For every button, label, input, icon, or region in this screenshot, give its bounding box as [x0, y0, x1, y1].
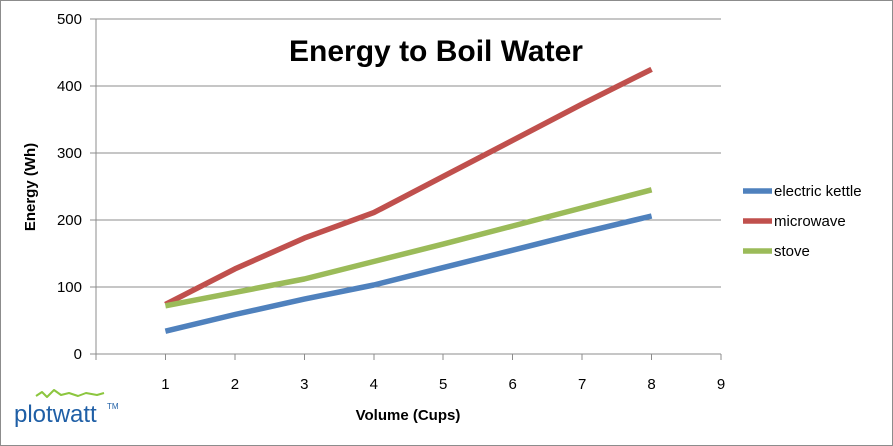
series-line-stove: [164, 187, 653, 309]
y-tick-label: 200: [57, 212, 82, 229]
x-tick-label: 2: [231, 376, 239, 393]
x-tick-label: 6: [508, 376, 516, 393]
y-tick-label: 300: [57, 145, 82, 162]
series-line-microwave: [164, 66, 653, 307]
x-axis-title: Volume (Cups): [356, 407, 461, 424]
logo-sparkline-icon: [35, 389, 105, 398]
chart-title: Energy to Boil Water: [289, 35, 583, 68]
axes: 0 100 200 300 400 500 1 2 3 4 5 6 7 8 9: [57, 11, 725, 393]
x-tick-label: 5: [439, 376, 447, 393]
series-lines: [164, 66, 653, 334]
y-tick-label: 400: [57, 78, 82, 95]
x-tick-label: 9: [717, 376, 725, 393]
legend-label-stove: stove: [774, 243, 810, 260]
x-tick-label: 1: [161, 376, 169, 393]
x-tick-label: 8: [647, 376, 655, 393]
series-line-electric-kettle: [164, 213, 653, 334]
legend-label-electric-kettle: electric kettle: [774, 183, 862, 200]
x-tick-label: 4: [370, 376, 378, 393]
legend-label-microwave: microwave: [774, 213, 846, 230]
y-tick-label: 100: [57, 279, 82, 296]
brand-name: plotwatt: [14, 401, 97, 428]
y-tick-label: 500: [57, 11, 82, 28]
brand-trademark: TM: [107, 402, 119, 411]
x-tick-label: 7: [578, 376, 586, 393]
y-tick-label: 0: [74, 346, 82, 363]
x-tick-label: 3: [300, 376, 308, 393]
y-axis-title: Energy (Wh): [22, 143, 39, 231]
plotwatt-logo: plotwatt TM: [14, 389, 119, 428]
legend: electric kettle microwave stove: [743, 183, 862, 260]
